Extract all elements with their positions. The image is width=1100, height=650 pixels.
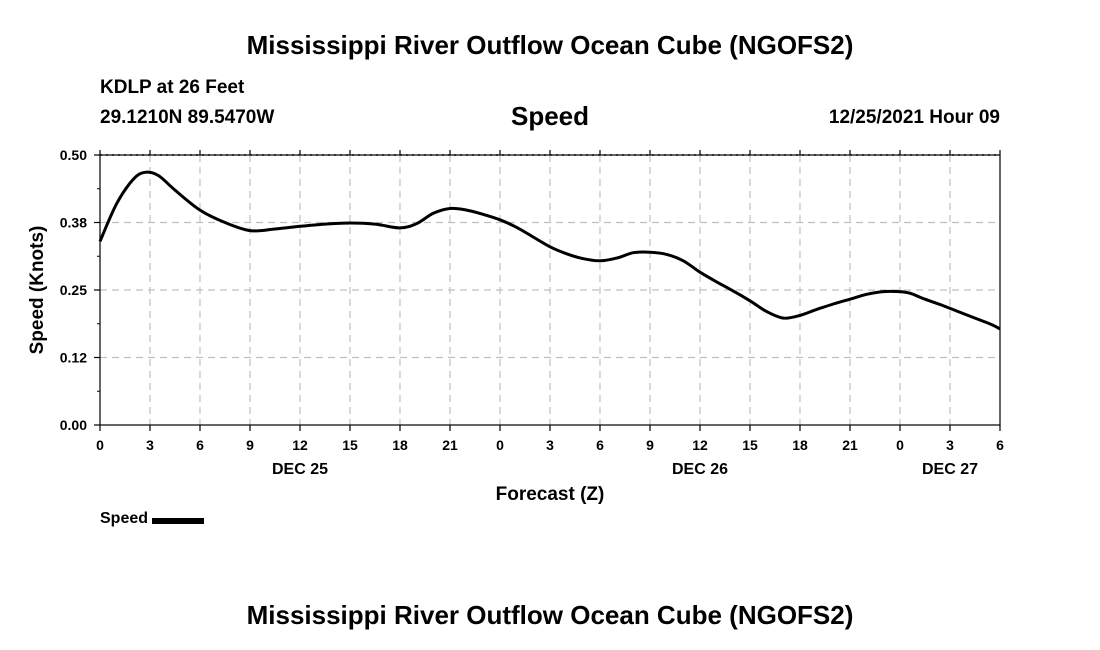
chart-footer-title: Mississippi River Outflow Ocean Cube (NG… xyxy=(246,600,854,630)
x-axis-tick-labels: 0 3 6 9 12 15 18 21 0 3 6 9 12 15 18 21 0 3 6 xyxy=(96,437,1004,453)
x-tick-label: 6 xyxy=(196,437,204,453)
x-tick-label: 3 xyxy=(146,437,154,453)
x-tick-label: 0 xyxy=(896,437,904,453)
x-tick-label: 21 xyxy=(442,437,458,453)
y-tick-label: 0.00 xyxy=(60,417,87,433)
series-line-speed xyxy=(98,170,1001,331)
legend-swatch xyxy=(152,517,205,524)
x-tick-label: 18 xyxy=(392,437,408,453)
y-tick-label: 0.50 xyxy=(60,147,87,163)
y-tick-label: 0.38 xyxy=(60,215,87,231)
x-axis-date-labels: DEC 25 DEC 26 DEC 27 xyxy=(272,461,978,478)
y-tick-label: 0.12 xyxy=(60,350,87,366)
x-tick-label: 15 xyxy=(742,437,758,453)
x-tick-label: 6 xyxy=(596,437,604,453)
x-tick-label: 3 xyxy=(946,437,954,453)
x-tick-label: 6 xyxy=(996,437,1004,453)
axis-ticks xyxy=(94,150,1001,431)
x-axis-title: Forecast (Z) xyxy=(496,484,605,505)
y-axis-tick-labels: 0.00 0.12 0.25 0.38 0.50 xyxy=(60,147,87,433)
date-label: DEC 25 xyxy=(272,461,328,478)
forecast-datetime: 12/25/2021 Hour 09 xyxy=(828,107,1000,128)
date-label: DEC 26 xyxy=(672,461,728,478)
x-tick-label: 12 xyxy=(292,437,308,453)
grid-lines xyxy=(100,154,1000,425)
x-tick-label: 3 xyxy=(546,437,554,453)
legend-label: Speed xyxy=(100,510,149,527)
x-tick-label: 21 xyxy=(842,437,858,453)
y-tick-label: 0.25 xyxy=(60,282,87,298)
series-layer xyxy=(98,170,1001,331)
station-coordinates: 29.1210N 89.5470W xyxy=(100,107,275,128)
y-axis-title: Speed (Knots) xyxy=(27,226,48,355)
date-label: DEC 27 xyxy=(922,461,978,478)
x-tick-label: 15 xyxy=(342,437,358,453)
x-tick-label: 9 xyxy=(246,437,254,453)
x-tick-label: 18 xyxy=(792,437,808,453)
chart-subtitle: Speed xyxy=(510,101,590,131)
station-label: KDLP at 26 Feet xyxy=(100,77,245,98)
x-tick-label: 9 xyxy=(646,437,654,453)
legend: Speed xyxy=(100,510,205,528)
chart-main-title: Mississippi River Outflow Ocean Cube (NG… xyxy=(246,30,854,60)
x-tick-label: 0 xyxy=(496,437,504,453)
x-tick-label: 12 xyxy=(692,437,708,453)
x-tick-label: 0 xyxy=(96,437,104,453)
